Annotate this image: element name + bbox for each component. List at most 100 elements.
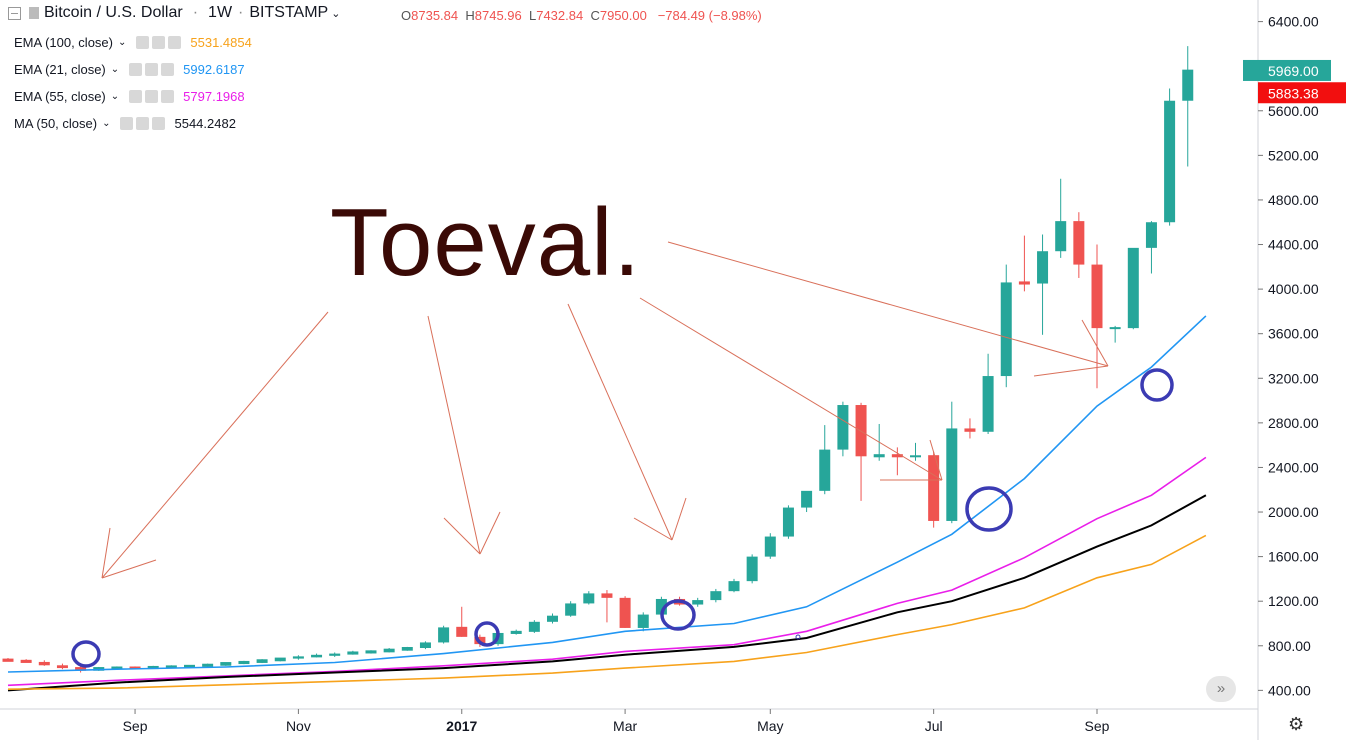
candle-body (782, 507, 794, 537)
candle-body (20, 659, 32, 663)
candle-body (1037, 251, 1049, 284)
candle-body (601, 593, 613, 598)
collapse-icon[interactable] (8, 6, 21, 20)
indicator-ema-100[interactable]: EMA (100, close) ⌄ 5531.4854 (14, 35, 252, 50)
candle-body (347, 651, 359, 655)
eye-icon[interactable] (129, 63, 143, 76)
candle-body (637, 614, 649, 628)
candle-body (274, 657, 286, 662)
candle-body (329, 653, 341, 656)
highlight-circle (660, 599, 696, 631)
candle-body (692, 600, 704, 605)
candle-body (928, 455, 940, 521)
candle-body (165, 665, 177, 668)
highlight-circle (71, 640, 101, 668)
candle-body (728, 581, 740, 592)
close-icon[interactable] (161, 90, 175, 103)
highlight-circle (965, 486, 1013, 532)
chevron-down-icon[interactable]: ⌄ (110, 91, 120, 102)
chevron-down-icon[interactable]: ⌄ (102, 118, 111, 129)
y-tick-label: 4000.00 (1268, 281, 1319, 297)
y-tick-label: 3200.00 (1268, 370, 1319, 386)
candle-body (184, 664, 195, 668)
annotation-arrow (929, 439, 943, 481)
x-tick-label: Nov (286, 718, 311, 734)
candle-body (1109, 327, 1121, 330)
open-value: 8735.84 (411, 8, 459, 23)
candle-body (1073, 221, 1085, 265)
flag-icon (29, 7, 39, 19)
high-label: H (465, 8, 475, 23)
y-tick-label: 400.00 (1268, 682, 1311, 698)
candle-body (964, 428, 976, 432)
annotation-arrow (639, 297, 943, 481)
indicator-ma-50[interactable]: MA (50, close) ⌄ 5544.2482 (14, 116, 236, 131)
y-tick-label: 1600.00 (1268, 549, 1319, 565)
close-icon[interactable] (161, 63, 175, 76)
candle-body (75, 667, 87, 671)
symbol-name[interactable]: Bitcoin / U.S. Dollar (44, 4, 183, 21)
y-tick-label: 4800.00 (1268, 192, 1319, 208)
y-tick-label: 800.00 (1268, 638, 1311, 654)
eye-icon[interactable] (136, 36, 150, 49)
candle-body (1127, 247, 1139, 329)
candle-body (365, 650, 377, 654)
candle-body (891, 454, 903, 458)
close-icon[interactable] (168, 36, 182, 49)
candle-body (2, 658, 14, 662)
annotation-arrow (1081, 319, 1109, 367)
candle-body (910, 455, 921, 458)
close-price-tag-bg (1258, 82, 1346, 104)
candle-body (419, 642, 431, 649)
y-tick-label: 2400.00 (1268, 459, 1319, 475)
indicator-label[interactable]: EMA (21, close) (14, 62, 106, 77)
last-price-tag-bg (1243, 59, 1331, 81)
exchange[interactable]: BITSTAMP (249, 4, 329, 21)
chevron-down-icon[interactable]: ⌄ (118, 37, 127, 48)
y-tick-label: 6400.00 (1268, 14, 1319, 30)
eye-icon[interactable] (120, 117, 134, 130)
candle-body (292, 656, 304, 659)
gear-icon[interactable] (145, 90, 159, 103)
close-value: 7950.00 (599, 8, 647, 23)
indicator-ema-55[interactable]: EMA (55, close) ⌄ 5797.1968 (14, 89, 245, 104)
candle-body (401, 647, 413, 651)
symbol-header[interactable]: Bitcoin / U.S. Dollar · 1W · BITSTAMP ⌄ (8, 4, 340, 22)
change-value: −784.49 (−8.98%) (657, 8, 762, 23)
close-icon[interactable] (152, 117, 166, 130)
gear-icon[interactable]: ⚙ (1288, 714, 1305, 734)
candle-body (220, 662, 232, 666)
high-value: 8745.96 (474, 8, 522, 23)
candle-body (456, 626, 468, 637)
chevron-down-icon[interactable]: ⌄ (331, 7, 341, 20)
indicator-label[interactable]: EMA (100, close) (14, 35, 113, 50)
gear-icon[interactable] (145, 63, 159, 76)
candle-body (510, 630, 522, 634)
ohlc-readout: O8735.84 H8745.96 L7432.84 C7950.00 −784… (401, 8, 762, 23)
gear-icon[interactable] (152, 36, 166, 49)
gear-icon[interactable] (136, 117, 150, 130)
y-tick-label: 3600.00 (1268, 326, 1319, 342)
x-tick-label: 2017 (446, 718, 477, 734)
indicator-value: 5992.6187 (183, 62, 245, 77)
annotation-arrow (479, 511, 501, 555)
indicator-label[interactable]: EMA (55, close) (14, 89, 106, 104)
x-tick-label: May (757, 718, 783, 734)
candle-body (764, 536, 776, 557)
annotation-arrow (1033, 365, 1109, 377)
indicator-label[interactable]: MA (50, close) (14, 116, 98, 131)
candle-body (202, 663, 214, 667)
candle-body (565, 603, 577, 616)
annotation-arrow (671, 497, 687, 541)
chevron-down-icon[interactable]: ⌄ (110, 64, 120, 75)
annotation-arrow (427, 315, 481, 555)
candle-body (311, 654, 323, 658)
scroll-to-realtime-button[interactable]: » (1206, 676, 1236, 702)
interval[interactable]: 1W (208, 4, 233, 21)
candle-body (256, 659, 268, 663)
indicator-value: 5531.4854 (190, 35, 252, 50)
candle-body (837, 405, 849, 450)
eye-icon[interactable] (129, 90, 143, 103)
indicator-ema-21[interactable]: EMA (21, close) ⌄ 5992.6187 (14, 62, 245, 77)
